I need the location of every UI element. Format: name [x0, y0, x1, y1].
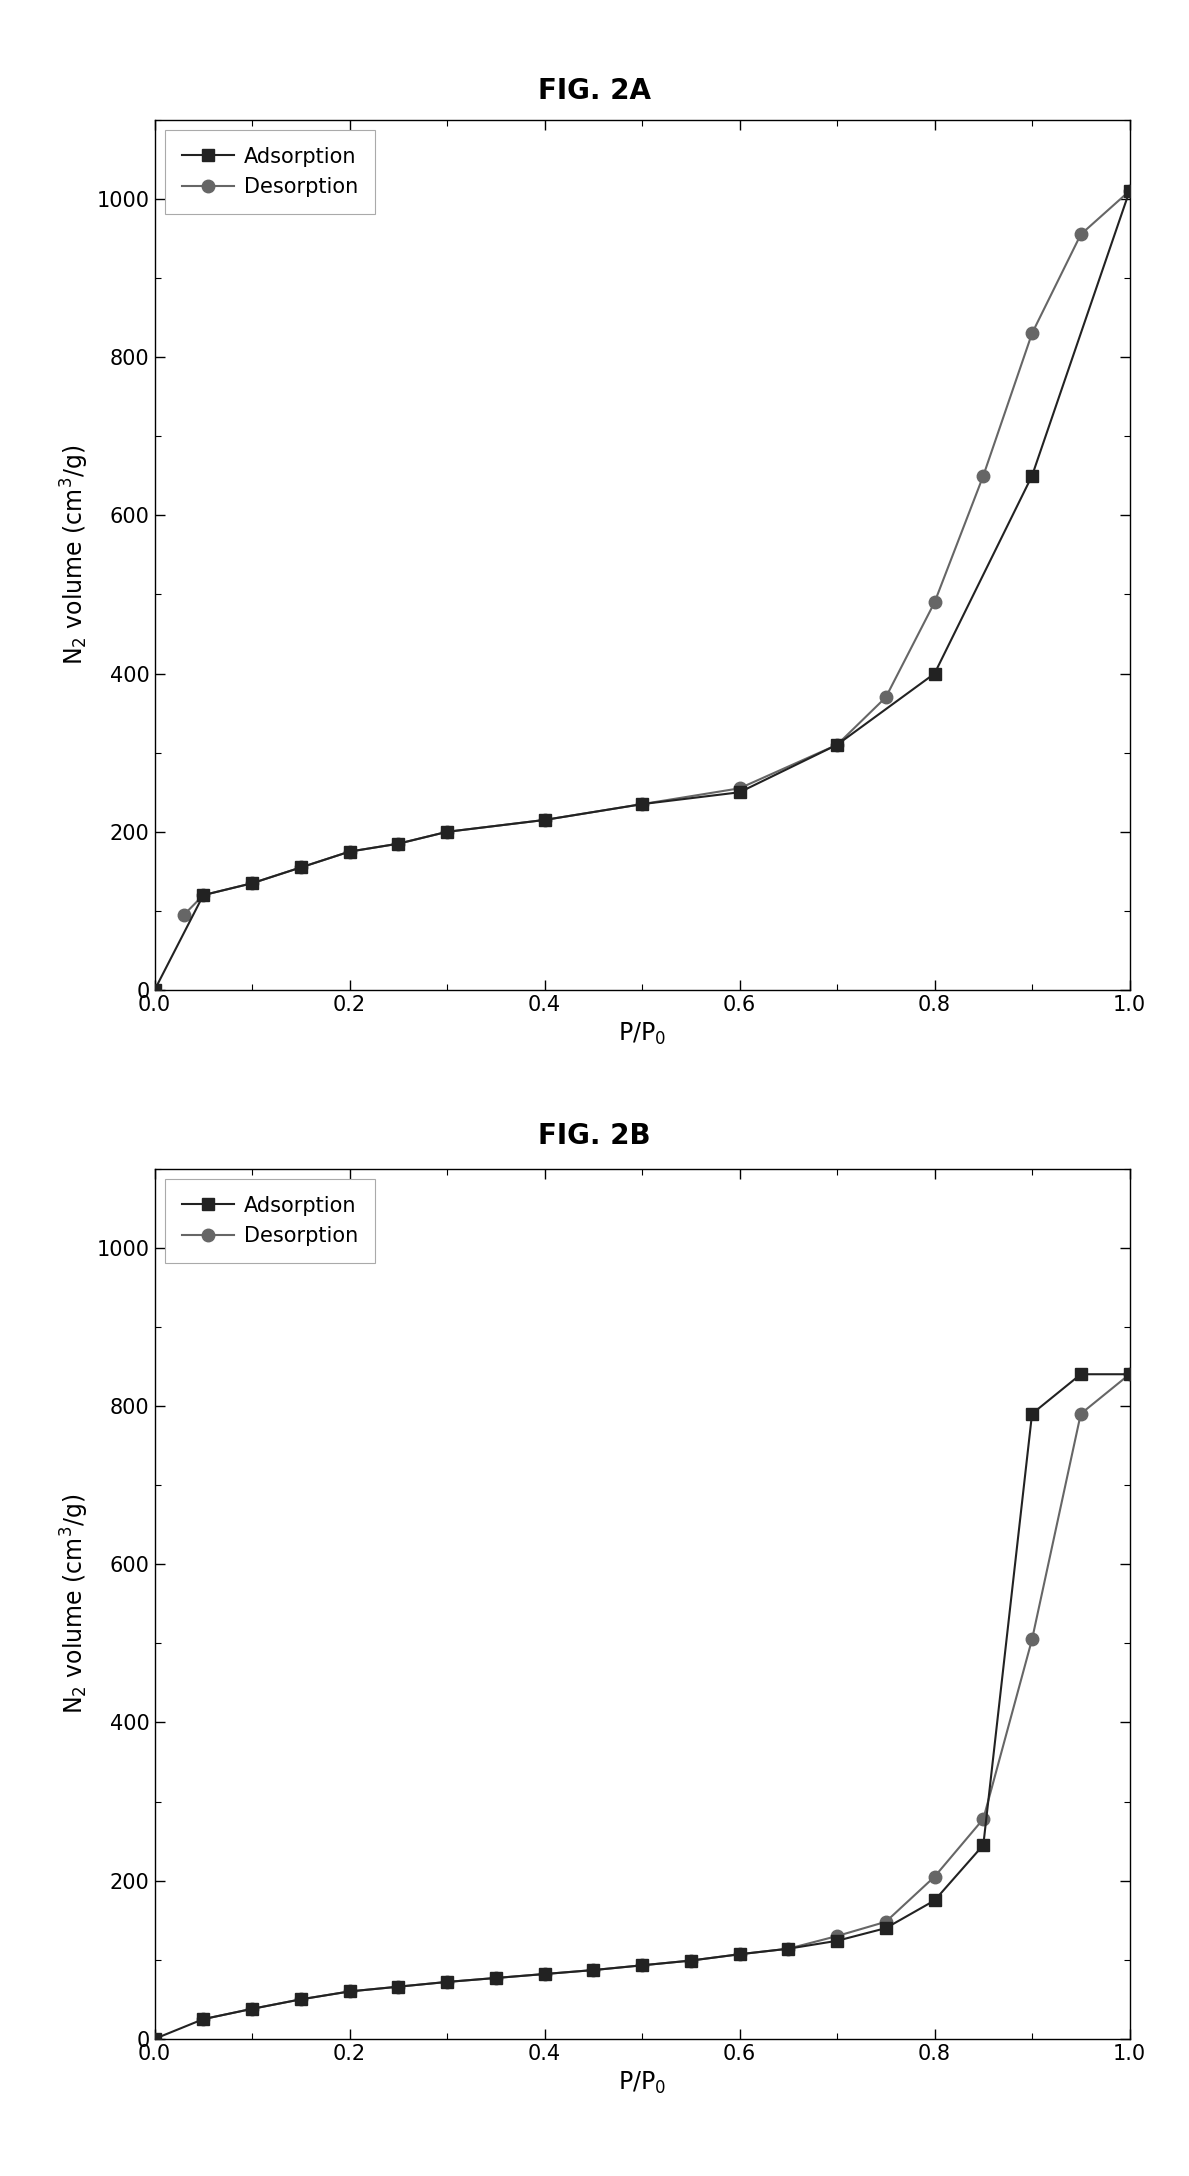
Desorption	[927, 1863, 942, 1889]
Adsorption	[440, 1969, 454, 1995]
Adsorption	[586, 1956, 600, 1982]
Adsorption	[196, 2006, 210, 2032]
Desorption	[1122, 178, 1137, 205]
Desorption	[245, 870, 259, 897]
Desorption	[177, 901, 191, 927]
Desorption	[976, 1806, 990, 1832]
Desorption	[732, 775, 747, 801]
Desorption	[927, 590, 942, 616]
Desorption	[342, 838, 357, 864]
Adsorption	[976, 1832, 990, 1858]
Adsorption	[1122, 1362, 1137, 1388]
Adsorption	[537, 807, 552, 833]
Adsorption	[147, 977, 162, 1003]
Adsorption	[684, 1948, 698, 1974]
Adsorption	[342, 838, 357, 864]
Line: Adsorption: Adsorption	[149, 1369, 1135, 2045]
Desorption	[586, 1956, 600, 1982]
Desorption	[294, 855, 308, 881]
Adsorption	[1025, 1401, 1039, 1427]
Adsorption	[391, 831, 405, 857]
Adsorption	[440, 818, 454, 844]
Adsorption	[1122, 178, 1137, 205]
Desorption	[196, 2006, 210, 2032]
Adsorption	[1025, 463, 1039, 490]
Text: FIG. 2B: FIG. 2B	[539, 1123, 650, 1149]
Y-axis label: N$_2$ volume (cm$^3$/g): N$_2$ volume (cm$^3$/g)	[59, 444, 92, 666]
Desorption	[294, 1987, 308, 2013]
Desorption	[635, 1952, 649, 1978]
Text: FIG. 2A: FIG. 2A	[537, 78, 652, 104]
Legend: Adsorption, Desorption: Adsorption, Desorption	[165, 131, 375, 213]
Adsorption	[196, 881, 210, 907]
Desorption	[830, 731, 844, 757]
Line: Desorption: Desorption	[177, 185, 1135, 920]
Adsorption	[781, 1937, 795, 1963]
Adsorption	[830, 731, 844, 757]
Desorption	[1025, 320, 1039, 346]
X-axis label: P/P$_0$: P/P$_0$	[618, 2069, 666, 2095]
Adsorption	[732, 1941, 747, 1967]
Adsorption	[147, 2026, 162, 2052]
Adsorption	[1074, 1362, 1088, 1388]
Desorption	[440, 818, 454, 844]
Desorption	[830, 1924, 844, 1950]
Adsorption	[635, 792, 649, 818]
Adsorption	[830, 1928, 844, 1954]
Desorption	[391, 831, 405, 857]
Adsorption	[391, 1974, 405, 2000]
Desorption	[732, 1941, 747, 1967]
Desorption	[440, 1969, 454, 1995]
Adsorption	[879, 1915, 893, 1941]
Adsorption	[537, 1961, 552, 1987]
Line: Desorption: Desorption	[197, 1369, 1135, 2026]
Desorption	[1122, 1362, 1137, 1388]
Adsorption	[245, 870, 259, 897]
Desorption	[976, 463, 990, 490]
Desorption	[537, 807, 552, 833]
Desorption	[245, 1995, 259, 2022]
Desorption	[879, 1908, 893, 1934]
Y-axis label: N$_2$ volume (cm$^3$/g): N$_2$ volume (cm$^3$/g)	[59, 1493, 92, 1715]
Adsorption	[732, 779, 747, 805]
Line: Adsorption: Adsorption	[149, 185, 1135, 997]
Desorption	[537, 1961, 552, 1987]
Desorption	[391, 1974, 405, 2000]
Adsorption	[245, 1995, 259, 2022]
Adsorption	[294, 855, 308, 881]
X-axis label: P/P$_0$: P/P$_0$	[618, 1021, 666, 1047]
Adsorption	[927, 1887, 942, 1913]
Adsorption	[927, 662, 942, 688]
Desorption	[635, 792, 649, 818]
Desorption	[1074, 1401, 1088, 1427]
Desorption	[342, 1978, 357, 2004]
Adsorption	[294, 1987, 308, 2013]
Adsorption	[489, 1965, 503, 1991]
Adsorption	[635, 1952, 649, 1978]
Desorption	[196, 881, 210, 907]
Desorption	[1074, 222, 1088, 248]
Desorption	[781, 1937, 795, 1963]
Desorption	[879, 683, 893, 709]
Adsorption	[342, 1978, 357, 2004]
Desorption	[489, 1965, 503, 1991]
Desorption	[1025, 1625, 1039, 1652]
Desorption	[684, 1948, 698, 1974]
Legend: Adsorption, Desorption: Adsorption, Desorption	[165, 1179, 375, 1262]
